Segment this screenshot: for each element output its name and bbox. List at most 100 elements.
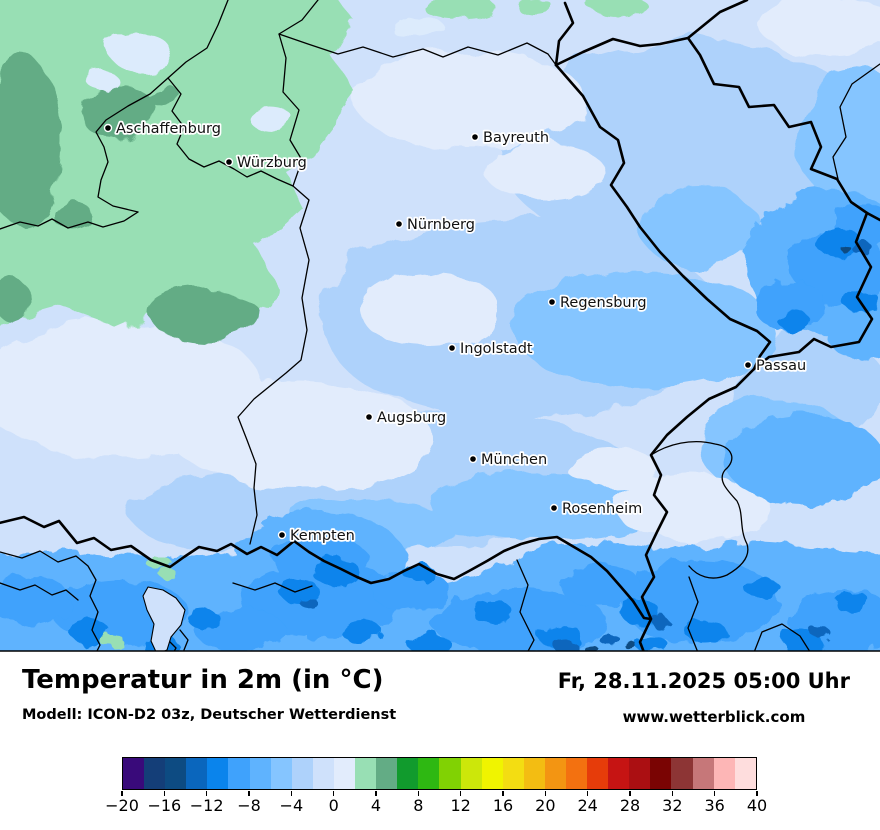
- colorbar-tick-label: −8: [237, 796, 261, 815]
- colorbar-cell: [333, 758, 356, 789]
- website-label: www.wetterblick.com: [622, 708, 806, 726]
- colorbar-cell: [270, 758, 292, 789]
- colorbar-tick: [586, 791, 589, 796]
- city-dot: [279, 532, 285, 538]
- colorbar-cell: [418, 758, 440, 789]
- colorbar-tick: [205, 791, 208, 796]
- city-label: Rosenheim: [562, 501, 642, 517]
- colorbar-cell: [671, 758, 693, 789]
- colorbar-cell: [165, 758, 187, 789]
- colorbar-tick-label: 0: [328, 796, 339, 815]
- colorbar-cell: [523, 758, 545, 789]
- colorbar-cell: [502, 758, 524, 789]
- colorbar-cell: [565, 758, 588, 789]
- colorbar-cell: [481, 758, 503, 789]
- colorbar-tick-label: −16: [147, 796, 182, 815]
- city-marker: Augsburg: [364, 408, 448, 428]
- colorbar-cell: [144, 758, 166, 789]
- lake-constance: [142, 586, 186, 651]
- city-dot: [226, 159, 232, 165]
- map-layers: [0, 0, 880, 651]
- city-dot: [105, 125, 111, 131]
- temperature-map: Aschaffenburg Würzburg Bayreuth Nürnberg Reg…: [0, 0, 880, 652]
- city-label: Ingolstadt: [460, 341, 533, 357]
- colorbar-tick-label: 20: [535, 796, 556, 815]
- colorbar-tick-label: −20: [105, 796, 139, 815]
- city-label: Nürnberg: [407, 217, 475, 233]
- city-marker: Ingolstadt: [447, 339, 535, 359]
- city-marker: Bayreuth: [470, 128, 551, 148]
- colorbar-tick: [248, 791, 250, 796]
- colorbar-tick: [163, 791, 166, 796]
- colorbar-tick-label: −12: [189, 796, 224, 815]
- city-dot: [366, 414, 372, 420]
- temperature-colorbar: [122, 757, 757, 790]
- city-marker: Aschaffenburg: [103, 119, 223, 139]
- colorbar-cell: [291, 758, 313, 789]
- city-marker: Kempten: [277, 526, 357, 546]
- city-label: Kempten: [290, 528, 355, 544]
- colorbar-tick-label: 24: [577, 796, 598, 815]
- colorbar-cell: [249, 758, 271, 789]
- city-marker: Würzburg: [224, 153, 309, 173]
- city-dot: [549, 299, 555, 305]
- colorbar-cell: [460, 758, 482, 789]
- colorbar-cell: [355, 758, 377, 789]
- colorbar-tick: [459, 791, 462, 796]
- city-marker: Rosenheim: [549, 499, 644, 519]
- datetime-label: Fr, 28.11.2025 05:00 Uhr: [557, 669, 850, 693]
- city-markers: Aschaffenburg Würzburg Bayreuth Nürnberg Reg…: [103, 119, 808, 546]
- colorbar-cell: [544, 758, 566, 789]
- colorbar-tick-label: 32: [662, 796, 683, 815]
- colorbar-cell: [692, 758, 714, 789]
- colorbar-tick-label: 40: [746, 796, 768, 815]
- colorbar-cell: [186, 758, 208, 789]
- colorbar-tick: [332, 791, 335, 796]
- city-label: Augsburg: [377, 410, 446, 426]
- city-marker: Passau: [743, 356, 808, 376]
- colorbar-tick: [713, 791, 716, 796]
- colorbar-tick: [629, 791, 631, 796]
- city-label: Würzburg: [237, 155, 307, 171]
- city-label: München: [481, 452, 547, 468]
- city-label: Bayreuth: [483, 130, 549, 146]
- temp-cold-pockets: [0, 190, 880, 651]
- colorbar-cell: [207, 758, 229, 789]
- city-dot: [449, 345, 455, 351]
- colorbar-cell: [650, 758, 672, 789]
- colorbar-cell: [629, 758, 651, 789]
- colorbar-cell: [608, 758, 630, 789]
- colorbar-cell: [397, 758, 419, 789]
- model-caption: Modell: ICON-D2 03z, Deutscher Wetterdie…: [22, 707, 397, 723]
- colorbar-tick-label: 8: [413, 796, 424, 815]
- page-title: Temperatur in 2m (in °C): [22, 665, 384, 695]
- colorbar-tick: [671, 791, 674, 796]
- colorbar-cell: [123, 758, 145, 789]
- city-label: Passau: [756, 358, 806, 374]
- colorbar-tick-label: 4: [370, 796, 382, 815]
- city-dot: [396, 221, 402, 227]
- colorbar-cell: [376, 758, 398, 789]
- colorbar-cell: [439, 758, 461, 789]
- colorbar-cell: [312, 758, 334, 789]
- city-dot: [745, 362, 751, 368]
- colorbar-tick: [544, 791, 547, 796]
- city-label: Regensburg: [560, 295, 647, 311]
- colorbar-tick: [290, 791, 293, 796]
- city-dot: [470, 456, 476, 462]
- colorbar-tick: [756, 791, 758, 796]
- colorbar-tick-label: 28: [619, 796, 641, 815]
- city-dot: [551, 505, 557, 511]
- city-marker: Nürnberg: [394, 215, 477, 235]
- city-marker: München: [468, 450, 549, 470]
- colorbar-cell: [587, 758, 609, 789]
- colorbar-tick: [502, 791, 504, 796]
- colorbar-cell: [734, 758, 756, 789]
- city-label: Aschaffenburg: [116, 121, 221, 137]
- colorbar-tick-label: 12: [450, 796, 471, 815]
- colorbar-cell: [228, 758, 250, 789]
- colorbar-cell: [713, 758, 735, 789]
- colorbar-tick: [417, 791, 420, 796]
- state-borders: [0, 0, 880, 651]
- national-borders: [0, 0, 880, 651]
